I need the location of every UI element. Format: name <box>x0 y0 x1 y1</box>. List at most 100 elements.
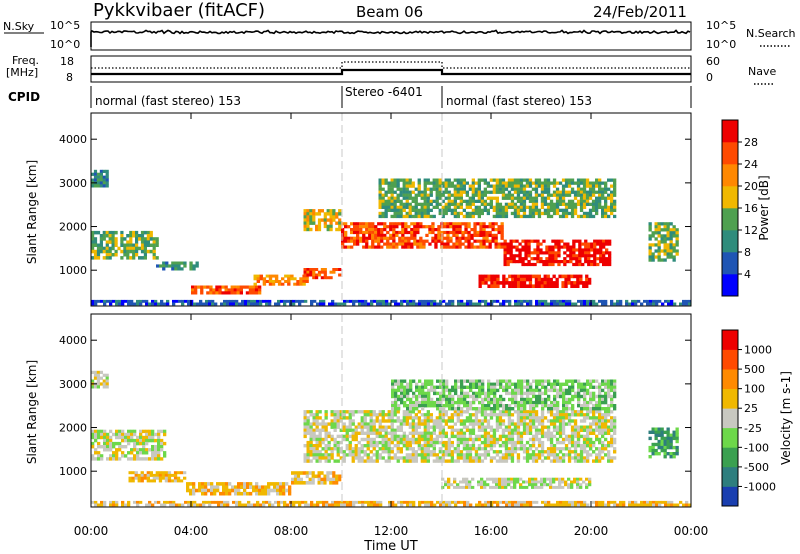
velocity-cell-5 <box>555 413 560 417</box>
power-cell-9 <box>477 208 481 212</box>
power-cell-9 <box>486 181 490 185</box>
power-cell-11 <box>663 240 667 244</box>
velocity-cell-5 <box>462 425 467 429</box>
power-cell-7 <box>449 225 453 229</box>
velocity-cell-6 <box>529 400 533 405</box>
power-cell-5 <box>306 270 310 274</box>
velocity-cell-6 <box>448 407 452 411</box>
velocity-cell-5 <box>589 447 593 451</box>
power-cell-7 <box>362 225 366 229</box>
power-cell-11 <box>669 228 673 232</box>
power-cell-12 <box>259 299 263 303</box>
power-cell-9 <box>546 214 551 219</box>
velocity-cell-3 <box>273 485 277 489</box>
velocity-cell-7 <box>540 477 544 481</box>
velocity-cell-8 <box>663 448 667 453</box>
velocity-cell-0 <box>102 385 106 389</box>
power-cell-1 <box>129 249 133 254</box>
power-cell-9 <box>417 184 421 188</box>
power-cell-12 <box>151 302 155 306</box>
velocity-cell-5 <box>402 437 406 442</box>
velocity-cell-5 <box>519 440 524 445</box>
velocity-cell-5 <box>582 444 587 448</box>
power-cell-9 <box>558 214 563 219</box>
velocity-cell-9 <box>235 500 239 504</box>
velocity-cell-5 <box>315 453 319 457</box>
velocity-cell-5 <box>486 434 491 439</box>
velocity-cell-6 <box>601 397 605 402</box>
velocity-cell-4 <box>332 474 336 479</box>
power-cell-12 <box>412 299 416 303</box>
velocity-cell-1 <box>115 435 119 440</box>
power-cell-4 <box>256 277 260 281</box>
velocity-cell-5 <box>456 437 460 442</box>
power-cell-7 <box>434 228 438 232</box>
power-cell-11 <box>648 237 652 241</box>
velocity-cell-7 <box>522 480 526 484</box>
colorbar-tick-label: 8 <box>744 246 751 259</box>
power-cell-9 <box>501 211 506 216</box>
power-cell-2 <box>180 267 184 271</box>
velocity-cell-6 <box>523 391 527 396</box>
power-cell-9 <box>558 190 563 194</box>
velocity-cell-5 <box>468 437 473 442</box>
velocity-cell-7 <box>480 477 484 481</box>
power-cell-8 <box>506 245 510 249</box>
power-cell-9 <box>525 205 530 209</box>
power-cell-9 <box>396 178 400 182</box>
power-cell-9 <box>489 178 493 182</box>
power-cell-8 <box>503 260 507 264</box>
power-cell-12 <box>565 302 569 306</box>
velocity-cell-5 <box>447 447 451 451</box>
velocity-cell-7 <box>531 485 535 489</box>
power-cell-1 <box>99 243 103 247</box>
velocity-cell-6 <box>586 400 590 405</box>
power-cell-8 <box>578 242 582 246</box>
power-cell-8 <box>503 239 507 243</box>
velocity-cell-5 <box>610 459 614 463</box>
power-cell-12 <box>586 302 590 306</box>
velocity-cell-6 <box>499 394 503 399</box>
power-cell-7 <box>476 239 480 243</box>
power-cell-9 <box>387 208 391 212</box>
power-cell-10 <box>555 281 559 285</box>
velocity-cell-5 <box>480 428 485 432</box>
velocity-cell-5 <box>450 453 454 457</box>
velocity-cell-9 <box>100 503 104 507</box>
velocity-cell-5 <box>522 422 527 426</box>
power-cell-9 <box>411 190 415 194</box>
power-cell-2 <box>177 261 181 265</box>
power-cell-9 <box>426 196 430 200</box>
power-cell-9 <box>573 208 578 212</box>
power-cell-8 <box>575 248 579 252</box>
velocity-cell-6 <box>418 379 422 383</box>
velocity-cell-5 <box>453 422 457 426</box>
power-cell-8 <box>545 260 549 264</box>
velocity-cell-3 <box>249 482 253 486</box>
power-cell-8 <box>503 242 507 246</box>
velocity-cell-6 <box>469 388 473 393</box>
power-cell-9 <box>477 184 481 188</box>
power-cell-4 <box>277 280 282 283</box>
velocity-cell-5 <box>390 425 394 429</box>
velocity-cell-7 <box>519 485 523 489</box>
velocity-cell-5 <box>576 453 581 457</box>
power-cell-6 <box>329 227 333 232</box>
power-cell-9 <box>447 193 451 197</box>
power-cell-7 <box>458 242 462 246</box>
power-cell-9 <box>480 199 484 203</box>
velocity-cell-3 <box>240 491 244 496</box>
power-cell-12 <box>562 302 566 306</box>
velocity-cell-5 <box>498 450 503 454</box>
velocity-cell-5 <box>540 453 545 457</box>
velocity-cell-5 <box>393 428 397 432</box>
velocity-cell-5 <box>492 413 497 417</box>
power-cell-8 <box>551 251 555 255</box>
power-cell-9 <box>522 184 527 188</box>
velocity-cell-6 <box>415 397 419 402</box>
velocity-cell-5 <box>592 413 596 417</box>
power-cell-9 <box>423 178 427 182</box>
velocity-cell-5 <box>429 425 433 429</box>
velocity-cell-5 <box>456 444 460 448</box>
velocity-cell-5 <box>399 425 403 429</box>
